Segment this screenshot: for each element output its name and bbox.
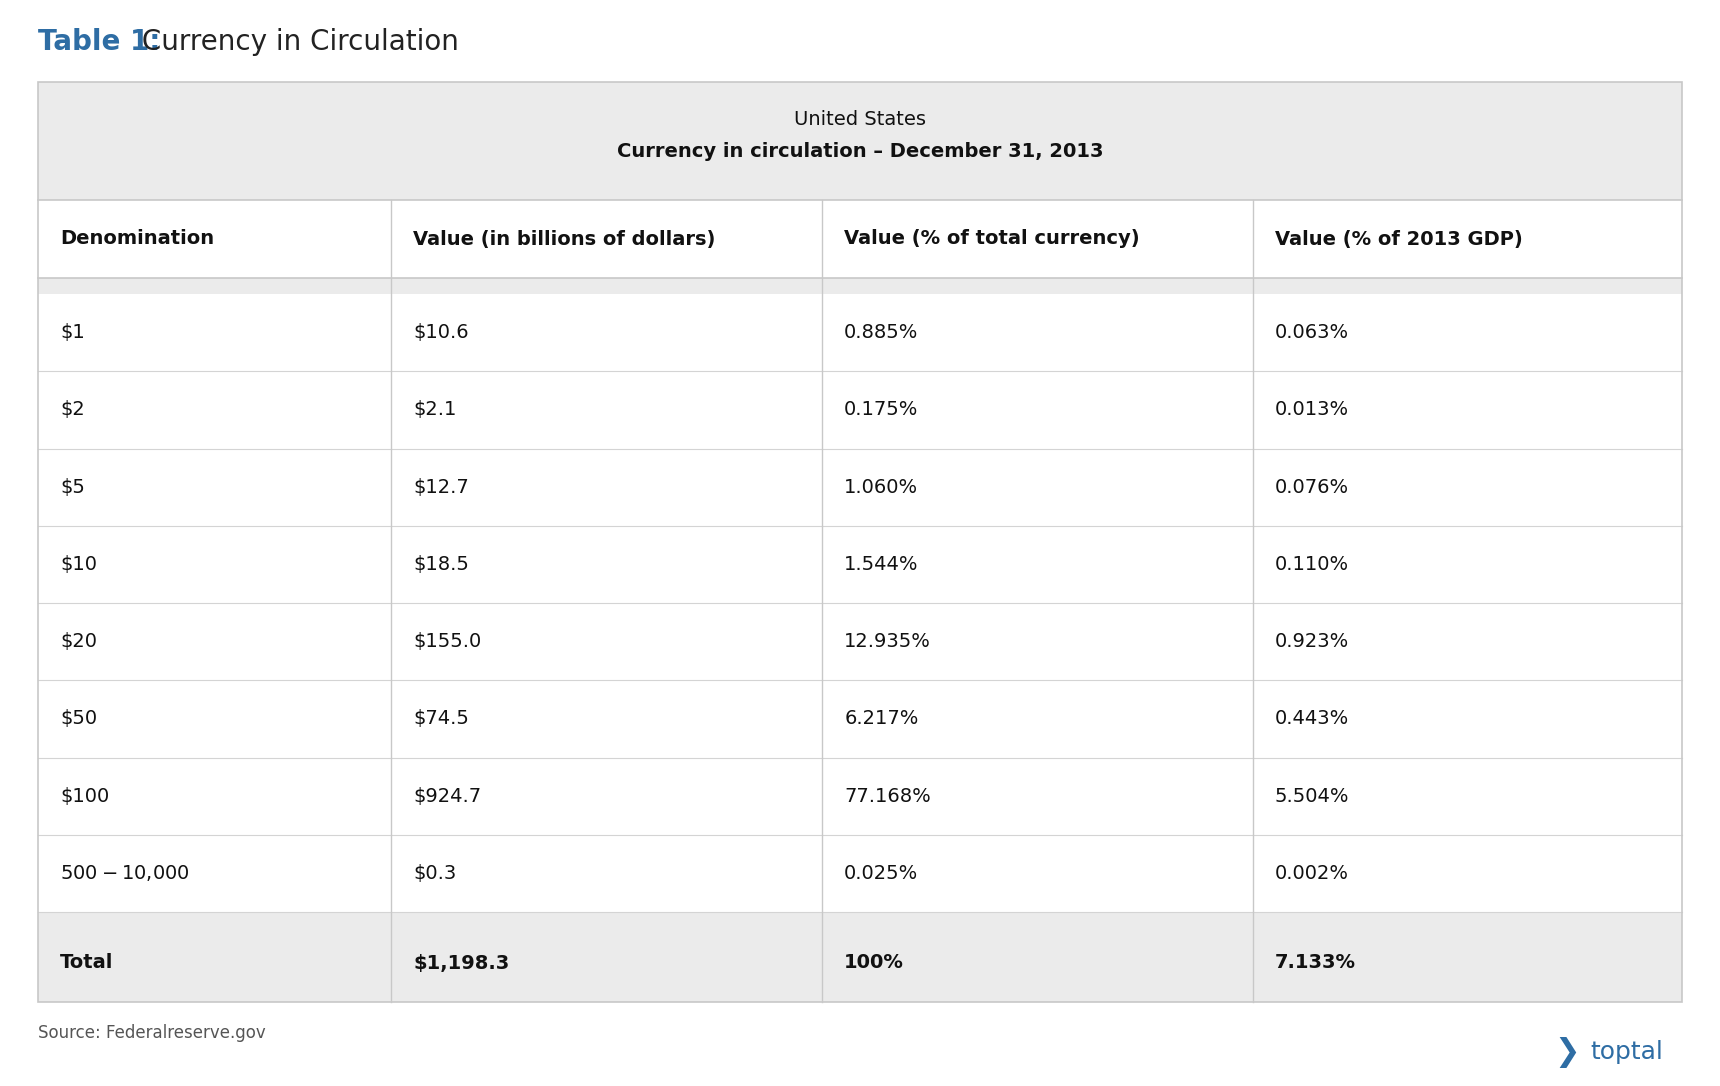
Text: 5.504%: 5.504% <box>1275 786 1350 806</box>
Text: 7.133%: 7.133% <box>1275 954 1355 972</box>
Bar <box>38 371 1682 449</box>
Text: 0.885%: 0.885% <box>845 324 918 342</box>
Text: Denomination: Denomination <box>60 229 213 249</box>
Text: $155.0: $155.0 <box>413 632 482 652</box>
Bar <box>38 294 1682 371</box>
Text: toptal: toptal <box>1589 1040 1663 1064</box>
Text: $2: $2 <box>60 401 84 419</box>
Text: 0.013%: 0.013% <box>1275 401 1348 419</box>
Text: $12.7: $12.7 <box>413 478 470 496</box>
Text: 0.110%: 0.110% <box>1275 555 1348 573</box>
Bar <box>38 526 1682 603</box>
Bar <box>38 680 1682 758</box>
Text: $20: $20 <box>60 632 96 652</box>
Text: Total: Total <box>60 954 114 972</box>
Text: 77.168%: 77.168% <box>845 786 931 806</box>
Text: $0.3: $0.3 <box>413 863 458 883</box>
Bar <box>38 83 1682 200</box>
Text: $924.7: $924.7 <box>413 786 482 806</box>
Text: $10: $10 <box>60 555 96 573</box>
Text: 1.060%: 1.060% <box>845 478 918 496</box>
Text: $100: $100 <box>60 786 110 806</box>
Text: Value (% of total currency): Value (% of total currency) <box>845 229 1140 249</box>
Bar <box>38 835 1682 912</box>
Bar <box>38 83 1682 1002</box>
Text: $1,198.3: $1,198.3 <box>413 954 509 972</box>
Text: $18.5: $18.5 <box>413 555 470 573</box>
Text: 0.175%: 0.175% <box>845 401 918 419</box>
Text: 0.002%: 0.002% <box>1275 863 1348 883</box>
Text: Value (in billions of dollars): Value (in billions of dollars) <box>413 229 716 249</box>
Text: $5: $5 <box>60 478 84 496</box>
Text: Source: Federalreserve.gov: Source: Federalreserve.gov <box>38 1024 267 1041</box>
Text: 6.217%: 6.217% <box>845 709 918 729</box>
Text: ❯: ❯ <box>1553 1036 1579 1068</box>
Bar <box>38 200 1682 278</box>
Text: 0.076%: 0.076% <box>1275 478 1348 496</box>
Bar <box>38 449 1682 526</box>
Text: United States: United States <box>795 110 925 129</box>
Text: 0.025%: 0.025% <box>845 863 918 883</box>
Text: $74.5: $74.5 <box>413 709 470 729</box>
Text: 0.923%: 0.923% <box>1275 632 1348 652</box>
Text: 100%: 100% <box>845 954 905 972</box>
Text: 1.544%: 1.544% <box>845 555 918 573</box>
Text: 12.935%: 12.935% <box>845 632 931 652</box>
Bar <box>38 912 1682 1002</box>
Bar <box>38 603 1682 680</box>
Text: Value (% of 2013 GDP): Value (% of 2013 GDP) <box>1275 229 1522 249</box>
Text: 0.443%: 0.443% <box>1275 709 1348 729</box>
Text: $2.1: $2.1 <box>413 401 458 419</box>
Text: $500-$10,000: $500-$10,000 <box>60 863 189 883</box>
Text: $50: $50 <box>60 709 96 729</box>
Bar <box>38 83 1682 1002</box>
Text: $10.6: $10.6 <box>413 324 470 342</box>
Text: 0.063%: 0.063% <box>1275 324 1348 342</box>
Text: Currency in Circulation: Currency in Circulation <box>132 28 459 56</box>
Bar <box>38 758 1682 835</box>
Text: $1: $1 <box>60 324 84 342</box>
Text: Table 1:: Table 1: <box>38 28 160 56</box>
Text: Currency in circulation – December 31, 2013: Currency in circulation – December 31, 2… <box>617 142 1103 161</box>
